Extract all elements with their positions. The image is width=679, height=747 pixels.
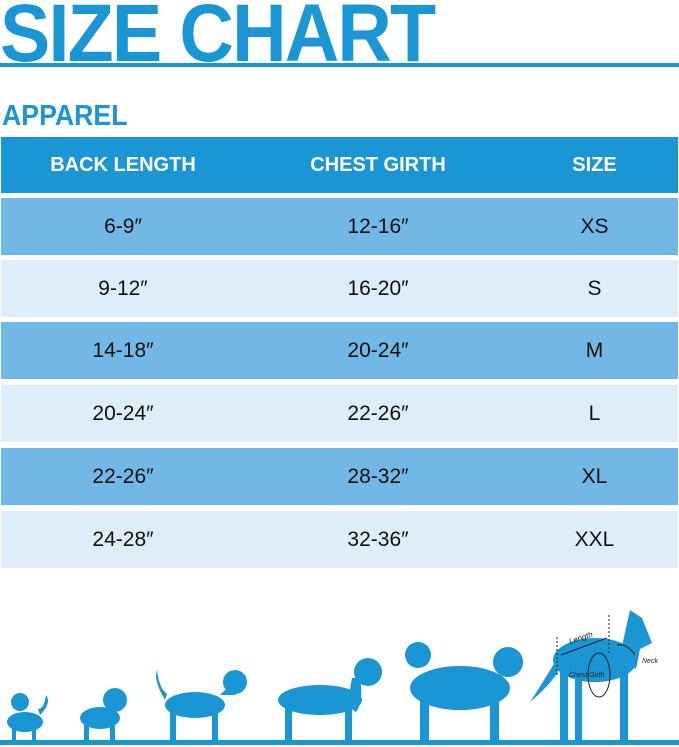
cell-back-length: 14-18″ [92,338,154,362]
table-row: 6-9″ 12-16″ XS [1,198,678,255]
table-header: BACK LENGTH CHEST GIRTH SIZE [1,137,678,193]
dog-icon-xs [7,693,48,740]
page-title: SIZE CHART [0,0,436,79]
cell-back-length: 20-24″ [92,401,154,425]
cell-back-length: 6-9″ [104,214,142,238]
table-row: 20-24″ 22-26″ L [1,385,678,442]
cell-chest-girth: 28-32″ [347,464,409,488]
table-row: 9-12″ 16-20″ S [1,260,678,317]
cell-chest-girth: 20-24″ [347,338,409,362]
cell-chest-girth: 12-16″ [347,214,409,238]
chest-girth-label: Chest Girth [569,672,605,679]
cell-size: XXL [574,527,615,551]
cell-size: S [587,276,602,300]
title-underline [0,63,679,67]
cell-size: M [585,338,604,362]
table-row: 22-26″ 28-32″ XL [1,448,678,505]
cell-back-length: 22-26″ [92,464,154,488]
cell-back-length: 24-28″ [92,527,154,551]
cell-size: XS [580,214,609,238]
cell-size: XL [581,464,608,488]
header-size: SIZE [572,153,617,176]
dog-icon-xl [405,642,523,740]
neck-label: Neck [642,658,658,665]
dog-icon-s [80,688,127,740]
table-row: 24-28″ 32-36″ XXL [1,511,678,568]
cell-size: L [588,401,601,425]
cell-back-length: 9-12″ [98,276,148,300]
table-row: 14-18″ 20-24″ M [1,322,678,379]
dog-silhouettes: Length Chest Girth Neck [0,610,679,745]
dog-icon-l [278,658,382,740]
cell-chest-girth: 16-20″ [347,276,409,300]
cell-chest-girth: 22-26″ [347,401,409,425]
header-chest-girth: CHEST GIRTH [310,153,446,176]
dog-icon-m [156,670,247,740]
header-back-length: BACK LENGTH [50,153,196,176]
dog-icon-xxl [530,610,652,740]
cell-chest-girth: 32-36″ [347,527,409,551]
section-title: APPAREL [2,100,128,132]
